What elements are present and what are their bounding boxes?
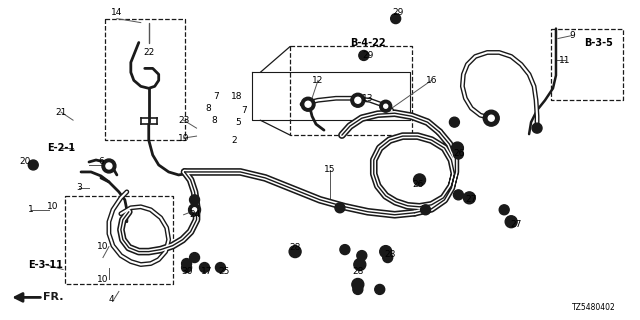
Circle shape — [189, 204, 200, 216]
Text: 28: 28 — [289, 243, 301, 252]
Text: 10: 10 — [97, 242, 109, 251]
Text: 13: 13 — [362, 94, 374, 103]
Circle shape — [354, 259, 366, 270]
Circle shape — [353, 284, 363, 294]
Text: 9: 9 — [569, 31, 575, 40]
Circle shape — [340, 244, 350, 255]
Text: 4: 4 — [108, 295, 114, 304]
Circle shape — [335, 203, 345, 213]
Text: 12: 12 — [312, 76, 324, 85]
Circle shape — [420, 205, 431, 215]
Text: 17: 17 — [201, 267, 212, 276]
Text: 28: 28 — [384, 250, 396, 259]
Circle shape — [301, 97, 315, 111]
Text: 8: 8 — [212, 116, 218, 125]
Circle shape — [375, 284, 385, 294]
Circle shape — [505, 216, 517, 228]
Text: 30: 30 — [181, 267, 193, 276]
Circle shape — [413, 174, 426, 186]
Text: 5: 5 — [236, 118, 241, 127]
Text: 16: 16 — [426, 76, 437, 85]
Text: 1: 1 — [28, 205, 34, 214]
Text: 27: 27 — [466, 195, 477, 204]
Circle shape — [390, 14, 401, 24]
Circle shape — [463, 192, 476, 204]
Circle shape — [102, 159, 116, 173]
Circle shape — [106, 163, 112, 169]
Circle shape — [499, 205, 509, 215]
Circle shape — [483, 110, 499, 126]
Text: 25: 25 — [219, 267, 230, 276]
Text: B-4-22: B-4-22 — [350, 37, 386, 47]
Circle shape — [380, 100, 392, 112]
Circle shape — [453, 149, 463, 159]
Circle shape — [189, 252, 200, 262]
Circle shape — [216, 262, 225, 273]
Circle shape — [357, 251, 367, 260]
Text: 22: 22 — [143, 48, 154, 57]
Text: FR.: FR. — [44, 292, 64, 302]
Text: 29: 29 — [362, 51, 374, 60]
Text: 26: 26 — [412, 180, 423, 189]
Text: 10: 10 — [97, 275, 109, 284]
Text: 11: 11 — [559, 56, 571, 65]
Text: 19: 19 — [178, 133, 189, 143]
Text: 23: 23 — [178, 116, 189, 125]
Circle shape — [453, 190, 463, 200]
Text: E-3-11: E-3-11 — [28, 260, 63, 269]
Text: B-3-5: B-3-5 — [584, 37, 613, 47]
Text: 8: 8 — [205, 104, 211, 113]
Text: 3: 3 — [76, 183, 82, 192]
Circle shape — [449, 117, 460, 127]
Text: 14: 14 — [111, 8, 123, 17]
Text: 21: 21 — [56, 108, 67, 117]
Circle shape — [488, 115, 494, 121]
Circle shape — [532, 123, 542, 133]
Circle shape — [355, 97, 361, 103]
Text: 7: 7 — [241, 106, 247, 115]
Circle shape — [359, 51, 369, 60]
Circle shape — [193, 208, 196, 212]
Circle shape — [305, 101, 311, 107]
Text: 15: 15 — [324, 165, 336, 174]
Circle shape — [189, 195, 200, 205]
Text: 24: 24 — [189, 210, 200, 219]
Text: 7: 7 — [214, 92, 220, 101]
Text: 6: 6 — [98, 157, 104, 166]
Text: 28: 28 — [352, 267, 364, 276]
Text: E-2-1: E-2-1 — [47, 143, 75, 153]
Text: 2: 2 — [232, 136, 237, 145]
Circle shape — [28, 160, 38, 170]
Circle shape — [384, 104, 388, 108]
Text: TZ5480402: TZ5480402 — [572, 303, 616, 312]
Circle shape — [182, 259, 191, 268]
Circle shape — [383, 252, 393, 262]
Text: 26: 26 — [454, 148, 465, 157]
Text: 27: 27 — [511, 220, 522, 229]
Text: 10: 10 — [47, 202, 59, 211]
Circle shape — [451, 142, 463, 154]
Text: 20: 20 — [20, 157, 31, 166]
Circle shape — [380, 246, 392, 258]
Circle shape — [289, 246, 301, 258]
Circle shape — [351, 93, 365, 107]
Circle shape — [352, 278, 364, 291]
Circle shape — [182, 262, 191, 273]
Text: 18: 18 — [230, 92, 242, 101]
Circle shape — [200, 262, 209, 273]
Text: 29: 29 — [392, 8, 403, 17]
